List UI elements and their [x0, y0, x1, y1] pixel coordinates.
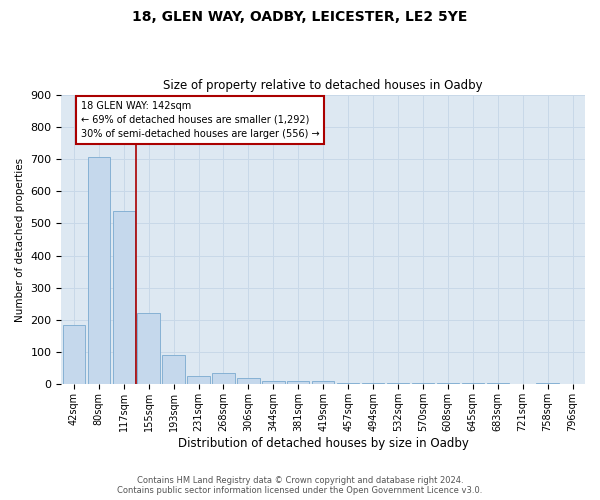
Bar [337, 383, 359, 384]
Bar [362, 383, 384, 384]
X-axis label: Distribution of detached houses by size in Oadby: Distribution of detached houses by size … [178, 437, 469, 450]
Bar [461, 383, 484, 384]
Bar [163, 356, 185, 384]
Bar [62, 325, 85, 384]
Text: 18, GLEN WAY, OADBY, LEICESTER, LE2 5YE: 18, GLEN WAY, OADBY, LEICESTER, LE2 5YE [133, 10, 467, 24]
Bar [437, 383, 459, 384]
Bar [312, 381, 334, 384]
Bar [412, 383, 434, 384]
Bar [487, 383, 509, 384]
Bar [536, 383, 559, 384]
Text: Contains HM Land Registry data © Crown copyright and database right 2024.
Contai: Contains HM Land Registry data © Crown c… [118, 476, 482, 495]
Bar [287, 381, 310, 384]
Bar [88, 156, 110, 384]
Bar [137, 314, 160, 384]
Bar [237, 378, 260, 384]
Y-axis label: Number of detached properties: Number of detached properties [15, 158, 25, 322]
Text: 18 GLEN WAY: 142sqm
← 69% of detached houses are smaller (1,292)
30% of semi-det: 18 GLEN WAY: 142sqm ← 69% of detached ho… [81, 101, 319, 139]
Title: Size of property relative to detached houses in Oadby: Size of property relative to detached ho… [163, 79, 483, 92]
Bar [187, 376, 210, 384]
Bar [113, 211, 135, 384]
Bar [262, 380, 284, 384]
Bar [387, 383, 409, 384]
Bar [212, 373, 235, 384]
